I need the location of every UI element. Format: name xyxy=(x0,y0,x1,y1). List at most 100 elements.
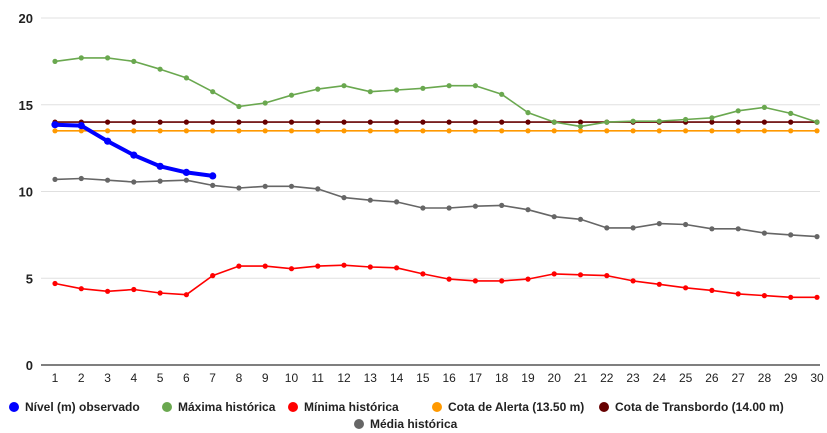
data-point xyxy=(420,119,426,125)
series-line xyxy=(54,177,818,238)
series-4 xyxy=(52,128,820,134)
data-point xyxy=(210,119,216,125)
series-3 xyxy=(52,262,820,300)
y-tick-label: 20 xyxy=(19,11,33,26)
data-point xyxy=(105,55,111,61)
data-point xyxy=(709,119,715,125)
x-tick-label: 21 xyxy=(574,371,588,385)
data-point xyxy=(525,119,531,125)
data-point xyxy=(788,232,794,238)
data-point xyxy=(78,128,84,134)
data-point xyxy=(315,263,321,269)
legend-marker xyxy=(162,402,172,412)
data-point xyxy=(709,128,715,134)
data-point xyxy=(761,293,768,299)
series-group xyxy=(51,55,820,300)
data-point xyxy=(157,119,163,125)
legend: Nível (m) observado Máxima histórica Mínim… xyxy=(9,400,784,431)
x-tick-label: 25 xyxy=(679,371,693,385)
data-point xyxy=(499,278,505,284)
data-point xyxy=(683,128,689,134)
x-tick-label: 20 xyxy=(548,371,562,385)
x-tick-label: 3 xyxy=(104,371,111,385)
data-point xyxy=(315,119,321,125)
data-point xyxy=(761,230,768,236)
data-point xyxy=(604,273,610,279)
data-point xyxy=(262,119,268,125)
x-tick-label: 17 xyxy=(469,371,483,385)
data-point xyxy=(52,280,58,287)
series-1 xyxy=(51,121,217,180)
data-point xyxy=(105,177,111,183)
data-point xyxy=(814,128,820,134)
data-point xyxy=(735,119,741,125)
legend-marker xyxy=(599,402,609,412)
data-point xyxy=(577,128,584,134)
data-point xyxy=(709,287,715,293)
x-tick-label: 12 xyxy=(337,371,351,385)
data-point xyxy=(656,118,662,124)
data-point xyxy=(183,177,189,183)
data-point xyxy=(525,110,531,116)
data-point xyxy=(446,205,452,211)
data-point xyxy=(315,128,321,134)
data-point xyxy=(814,234,820,240)
data-point xyxy=(394,265,400,271)
y-tick-label: 10 xyxy=(19,185,33,200)
data-point xyxy=(236,128,242,134)
data-point xyxy=(761,128,768,134)
data-point xyxy=(472,83,478,89)
data-point xyxy=(157,290,163,296)
data-point xyxy=(788,119,794,125)
data-point xyxy=(656,281,662,287)
data-point xyxy=(446,276,452,282)
data-point xyxy=(157,178,163,184)
x-tick-label: 11 xyxy=(312,371,325,385)
data-point xyxy=(472,128,478,134)
data-point xyxy=(420,205,426,211)
data-point xyxy=(394,199,400,205)
x-axis: 1 2 3 4 5 6 7 8 9 10 11 12 13 14 15 16 17 18 19 20 21 22 23 24 2… xyxy=(52,371,824,385)
x-tick-label: 22 xyxy=(600,371,614,385)
data-point xyxy=(131,119,137,125)
data-point xyxy=(420,271,426,277)
x-tick-label: 24 xyxy=(653,371,667,385)
data-point xyxy=(577,216,584,222)
data-point xyxy=(761,104,768,110)
x-tick-label: 14 xyxy=(390,371,404,385)
data-point xyxy=(182,168,190,176)
x-tick-label: 18 xyxy=(495,371,509,385)
data-point xyxy=(577,123,584,129)
data-point xyxy=(131,179,137,185)
data-point xyxy=(130,151,138,159)
legend-item: Cota de Alerta (13.50 m) xyxy=(432,400,584,414)
data-point xyxy=(288,266,295,272)
x-tick-label: 6 xyxy=(183,371,190,385)
data-point xyxy=(577,119,584,125)
x-tick-label: 23 xyxy=(626,371,640,385)
data-point xyxy=(525,128,531,134)
grid-lines xyxy=(41,17,820,366)
y-tick-label: 15 xyxy=(19,98,33,113)
data-point xyxy=(472,119,478,125)
data-point xyxy=(394,119,400,125)
data-point xyxy=(367,264,373,270)
data-point xyxy=(157,128,163,134)
x-tick-label: 9 xyxy=(262,371,269,385)
legend-item: Máxima histórica xyxy=(162,400,276,414)
y-tick-label: 5 xyxy=(26,271,33,286)
data-point xyxy=(105,128,111,134)
data-point xyxy=(157,66,163,72)
data-point xyxy=(341,119,347,125)
data-point xyxy=(420,85,426,91)
x-tick-label: 15 xyxy=(416,371,430,385)
data-point xyxy=(761,119,768,125)
data-point xyxy=(788,128,794,134)
data-point xyxy=(394,87,400,93)
y-axis: 0 5 10 15 20 xyxy=(19,11,33,373)
data-point xyxy=(288,92,295,98)
data-point xyxy=(630,225,636,231)
data-point xyxy=(51,121,59,129)
legend-item: Mínima histórica xyxy=(288,400,399,414)
